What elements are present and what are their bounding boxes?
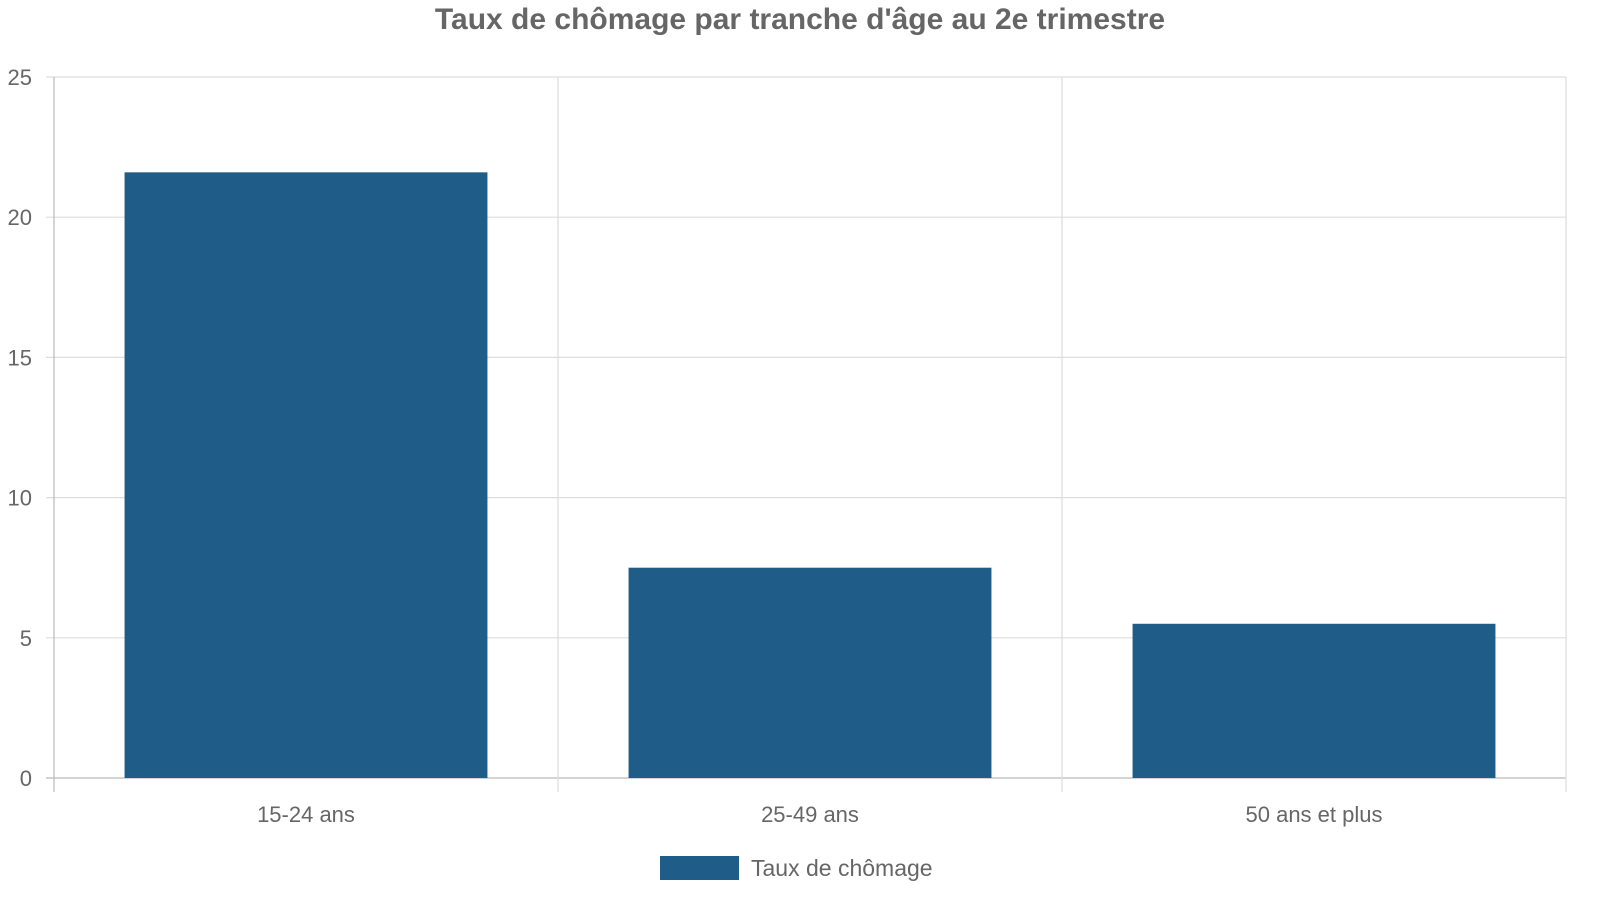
x-tick-label: 50 ans et plus [1246, 802, 1383, 827]
y-tick-label: 0 [20, 766, 32, 791]
bar-1 [124, 172, 488, 778]
y-tick-label: 5 [20, 626, 32, 651]
bar-2 [628, 567, 992, 778]
y-tick-label: 15 [8, 345, 32, 370]
legend-label: Taux de chômage [751, 855, 933, 881]
y-tick-label: 20 [8, 205, 32, 230]
legend-swatch [660, 856, 739, 880]
x-tick-label: 25-49 ans [761, 802, 859, 827]
legend: Taux de chômage [660, 855, 933, 881]
bar-3 [1132, 623, 1496, 778]
y-tick-label: 25 [8, 65, 32, 90]
chart-title: Taux de chômage par tranche d'âge au 2e … [435, 3, 1165, 36]
y-tick-label: 10 [8, 486, 32, 511]
x-tick-label: 15-24 ans [257, 802, 355, 827]
bars [124, 172, 1496, 778]
axes: 0 5 10 15 20 25 15-24 ans 25-49 ans 50 ans et pl… [8, 65, 1383, 827]
